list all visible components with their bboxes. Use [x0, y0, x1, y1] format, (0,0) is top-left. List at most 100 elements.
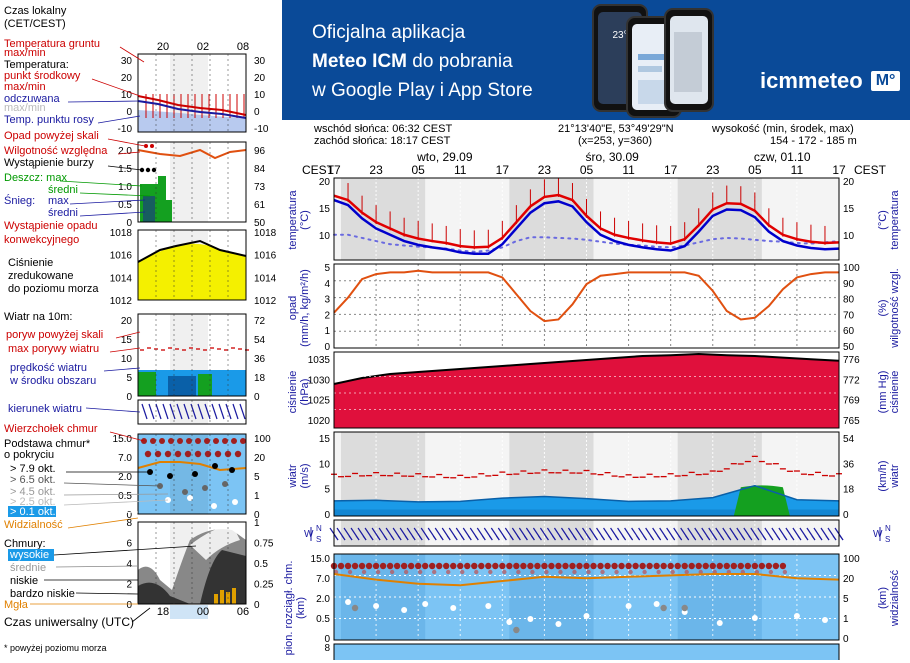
legend-cloud-layer-label: Mgła: [4, 599, 29, 611]
cloud-base-dot: [450, 605, 457, 611]
cloud-top-dot-2: [572, 569, 577, 575]
wind-axis-label-left: wiatr(m/s): [287, 463, 311, 488]
legend-winddir-panel: kierunek wiatru: [8, 399, 247, 425]
cloud-top-dot: [414, 562, 422, 570]
panel-frame: [333, 431, 840, 517]
legend-wind-arrow: [197, 403, 204, 420]
cloud-top-dot: [443, 562, 450, 570]
wind-arrowhead: [818, 535, 823, 541]
cloud-top-dot: [485, 562, 492, 570]
legend-precip-panel: 2.0 1.5 1.0 0.5 0 96 84 73 61 50 Opad powyżej skal…: [4, 130, 266, 246]
legend-leader-line: [107, 138, 146, 147]
legend-leader-line: [109, 431, 145, 442]
wind-arrowhead: [832, 535, 837, 541]
cloud-top-dot-2: [375, 569, 381, 575]
night-band: [677, 178, 762, 260]
cloud-top-dot: [751, 562, 759, 570]
panel-frame: [333, 351, 840, 429]
legend-rain-bar-3: [166, 200, 172, 222]
legend-cloud-layer-label: Chmury:: [4, 538, 46, 550]
legend-wind-label: poryw powyżej skali: [6, 329, 103, 341]
legend-wind-arrow: [218, 403, 225, 420]
cloud-top-dot: [625, 562, 632, 570]
wind-arrowhead: [545, 535, 549, 541]
hour-label: 17: [327, 163, 341, 177]
legend-clouds-label: > 7.9 okt.: [10, 463, 56, 475]
cloud-top-dot: [604, 562, 611, 570]
cloud-base-dot-dark: [513, 626, 520, 634]
y-tick-label-right: 15: [843, 204, 855, 215]
y-tick-label-left: 15: [319, 204, 331, 215]
dew-point-line: [333, 233, 840, 253]
cloud-top-dot-2: [670, 569, 675, 575]
legend-tick-left: 1018: [110, 228, 133, 239]
wind-arrowhead: [481, 535, 486, 541]
legend-tick-right: 1: [254, 491, 260, 502]
legend-utc-hour: 00: [197, 606, 209, 618]
legend-tick-right: 5: [254, 472, 260, 483]
y-tick-label-left: 15: [319, 434, 331, 445]
wind-arrowhead: [580, 535, 584, 541]
day-label: śro, 30.09: [585, 150, 639, 164]
promo-line-2: Meteo ICM do pobrania: [312, 47, 533, 76]
legend-leader-line: [67, 517, 139, 529]
y-tick-label-left: 3: [324, 295, 330, 306]
wind-arrowhead: [664, 535, 669, 541]
temperature-axis-label-right: (°C)temperatura: [877, 189, 901, 249]
legend-tick-left: 0: [126, 392, 132, 403]
wind-arrowhead: [530, 535, 535, 541]
wind-arrowhead: [678, 535, 683, 541]
legend-tick-right: 96: [254, 146, 266, 157]
cloud-base-dot: [793, 613, 800, 619]
pressure-axis-label-right: (mm Hg)ciśnienie: [877, 371, 901, 414]
legend-over-scale-dot: [150, 144, 154, 148]
legend-temp-label: Temperatura:: [4, 59, 69, 71]
legend-pressure-label: zredukowane: [8, 270, 73, 282]
wind-arrowhead: [495, 535, 500, 541]
app-promo-banner[interactable]: Oficjalna aplikacja Meteo ICM do pobrani…: [282, 0, 910, 120]
cloud-top-dot: [765, 562, 773, 570]
y-tick-label-left: 0.5: [316, 614, 330, 625]
wind-arrowhead: [804, 535, 809, 541]
hour-label: 11: [454, 163, 467, 177]
legend-wind-arrow: [148, 403, 155, 420]
legend-storm-dot: [145, 167, 151, 173]
cloud-top-dot-2: [431, 569, 437, 575]
cloud-top-dot: [639, 562, 646, 570]
cloud-top-dot: [744, 562, 752, 570]
legend-tick-right: 30: [254, 56, 266, 67]
y-tick-label-right: 769: [843, 396, 860, 407]
legend-wind-arrow: [141, 403, 148, 420]
y-tick-label-left: 10: [319, 231, 331, 242]
temperature-axis-label-left: temperatura(°C): [287, 189, 311, 249]
night-band: [170, 434, 208, 514]
panel-frame: [333, 263, 840, 349]
legend-temp-label: max/min: [4, 81, 46, 93]
wind-arrowhead: [636, 535, 640, 541]
cloud-top-dot: [457, 562, 464, 570]
icmmeteo-logo: icmmeteo M°: [760, 68, 901, 94]
legend-cloud-top-dot: [231, 438, 237, 444]
cloud-base-dot: [422, 601, 429, 607]
legend-tick-right: 50: [254, 218, 266, 229]
legend-fog-bar: [220, 590, 224, 604]
wind-arrowhead: [369, 535, 374, 541]
cloud-top-dot: [450, 562, 457, 570]
y-tick-label-right: 100: [843, 554, 860, 565]
hour-label: 17: [832, 163, 846, 177]
promo-line-2-rest: do pobrania: [407, 51, 513, 72]
cloud-top-dot-2: [642, 569, 647, 575]
cloud-top-dot-2: [488, 569, 493, 575]
wind-arrowhead: [453, 535, 458, 541]
legend-tick-left: 10: [121, 90, 133, 101]
y-tick-label-right: 776: [843, 355, 860, 366]
legend-clouds-label: > 0.1 okt.: [10, 506, 56, 518]
legend-tick-right: 20: [254, 73, 266, 84]
y-tick-label-left: 1030: [308, 375, 331, 386]
legend-okt-highlight: [8, 506, 56, 517]
legend-tick-left: 2: [126, 580, 132, 591]
meteogram: wschód słońca: 06:32 CEST zachód słońca:…: [282, 120, 910, 660]
y-tick-label-left: 2.0: [316, 594, 330, 605]
legend-tick-left: 2.0: [118, 472, 132, 483]
